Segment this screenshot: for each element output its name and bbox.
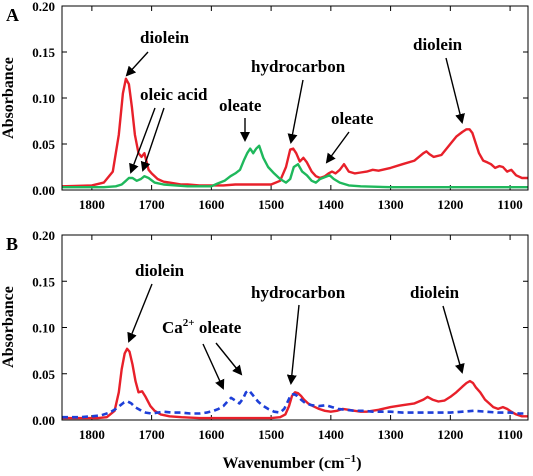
annotation-label: oleic acid xyxy=(140,85,208,104)
series-lines xyxy=(62,347,528,420)
annotations: diolein Ca2+ oleate hydrocarbon diolein xyxy=(127,261,465,390)
annotation-label: Ca2+ oleate xyxy=(162,317,242,337)
annotation-arrow xyxy=(129,107,156,174)
y-tick-label: 0.00 xyxy=(32,413,55,428)
y-axis-label: Absorbance xyxy=(0,286,17,368)
series-line-1 xyxy=(62,347,528,420)
x-axis-label-close: ) xyxy=(356,455,361,472)
annotation-label: oleate xyxy=(219,96,262,115)
y-tick-label: 0.05 xyxy=(32,367,55,382)
x-tick-label: 1500 xyxy=(258,427,284,442)
annotation-label: diolein xyxy=(135,261,185,280)
x-tick-label: 1400 xyxy=(318,197,344,212)
annotation-arrow xyxy=(287,79,304,144)
x-axis-label-main: Wavenumber (cm xyxy=(222,455,345,472)
x-tick-label: 1200 xyxy=(437,427,463,442)
panel-b: B Absorbance 1800 1700 1600 1500 1400 1300 120… xyxy=(0,228,529,442)
x-tick-label: 1600 xyxy=(198,427,224,442)
x-tick-label: 1100 xyxy=(497,427,522,442)
annotation-arrow xyxy=(125,51,149,77)
x-tick-label: 1500 xyxy=(258,197,284,212)
panel-a: A Absorbance 1800 1700 1600 1500 1400 1300 120… xyxy=(0,0,529,212)
series-line-2 xyxy=(62,144,528,189)
annotation-arrow xyxy=(140,107,165,172)
plot-frame xyxy=(61,234,529,421)
y-axis-label: Absorbance xyxy=(0,57,17,139)
annotation-label: diolein xyxy=(413,35,463,54)
annotation-arrow xyxy=(325,131,350,164)
x-tick-label: 1700 xyxy=(139,197,165,212)
x-tick-label: 1600 xyxy=(198,197,224,212)
y-tick-label: 0.10 xyxy=(32,91,55,106)
x-tick-label: 1200 xyxy=(437,197,463,212)
x-tick-label: 1300 xyxy=(378,427,404,442)
y-tick-label: 0.15 xyxy=(32,45,55,60)
annotation-label: oleate xyxy=(331,109,374,128)
annotation-label: hydrocarbon xyxy=(251,283,346,302)
annotation-arrow xyxy=(445,57,465,124)
axis-ticks: 1800 1700 1600 1500 1400 1300 1200 1100 0.00 0.05… xyxy=(32,228,528,442)
x-tick-label: 1100 xyxy=(497,197,522,212)
annotation-arrow xyxy=(127,283,153,343)
annotation-ca: Ca xyxy=(162,318,183,337)
x-axis-label: Wavenumber (cm−1) xyxy=(222,453,361,472)
annotation-arrow xyxy=(215,342,243,376)
x-tick-label: 1700 xyxy=(139,427,165,442)
x-axis-label-superscript: −1 xyxy=(344,453,356,465)
panel-label: A xyxy=(6,5,19,25)
panel-label: B xyxy=(6,234,18,254)
series-line-2 xyxy=(62,389,528,419)
y-tick-label: 0.15 xyxy=(32,274,55,289)
y-tick-label: 0.00 xyxy=(32,183,55,198)
x-tick-label: 1400 xyxy=(318,427,344,442)
axis-ticks: 1800 1700 1600 1500 1400 1300 1200 1100 0.00 0.05… xyxy=(32,0,528,212)
annotation-arrow xyxy=(202,343,225,390)
y-tick-label: 0.20 xyxy=(32,0,55,14)
y-tick-label: 0.05 xyxy=(32,137,55,152)
annotation-arrow xyxy=(286,304,300,385)
x-tick-label: 1800 xyxy=(79,197,105,212)
annotations: diolein oleic acid oleate hydrocarbon ol… xyxy=(125,28,465,174)
annotation-label: hydrocarbon xyxy=(251,57,346,76)
annotation-superscript: 2+ xyxy=(183,317,195,329)
annotation-oleate: oleate xyxy=(195,318,242,337)
annotation-arrow xyxy=(442,305,465,374)
y-tick-label: 0.10 xyxy=(32,321,55,336)
plot-frame xyxy=(61,5,529,191)
x-tick-label: 1800 xyxy=(79,427,105,442)
annotation-label: diolein xyxy=(410,283,460,302)
y-tick-label: 0.20 xyxy=(32,228,55,243)
x-tick-label: 1300 xyxy=(378,197,404,212)
annotation-label: diolein xyxy=(140,28,190,47)
